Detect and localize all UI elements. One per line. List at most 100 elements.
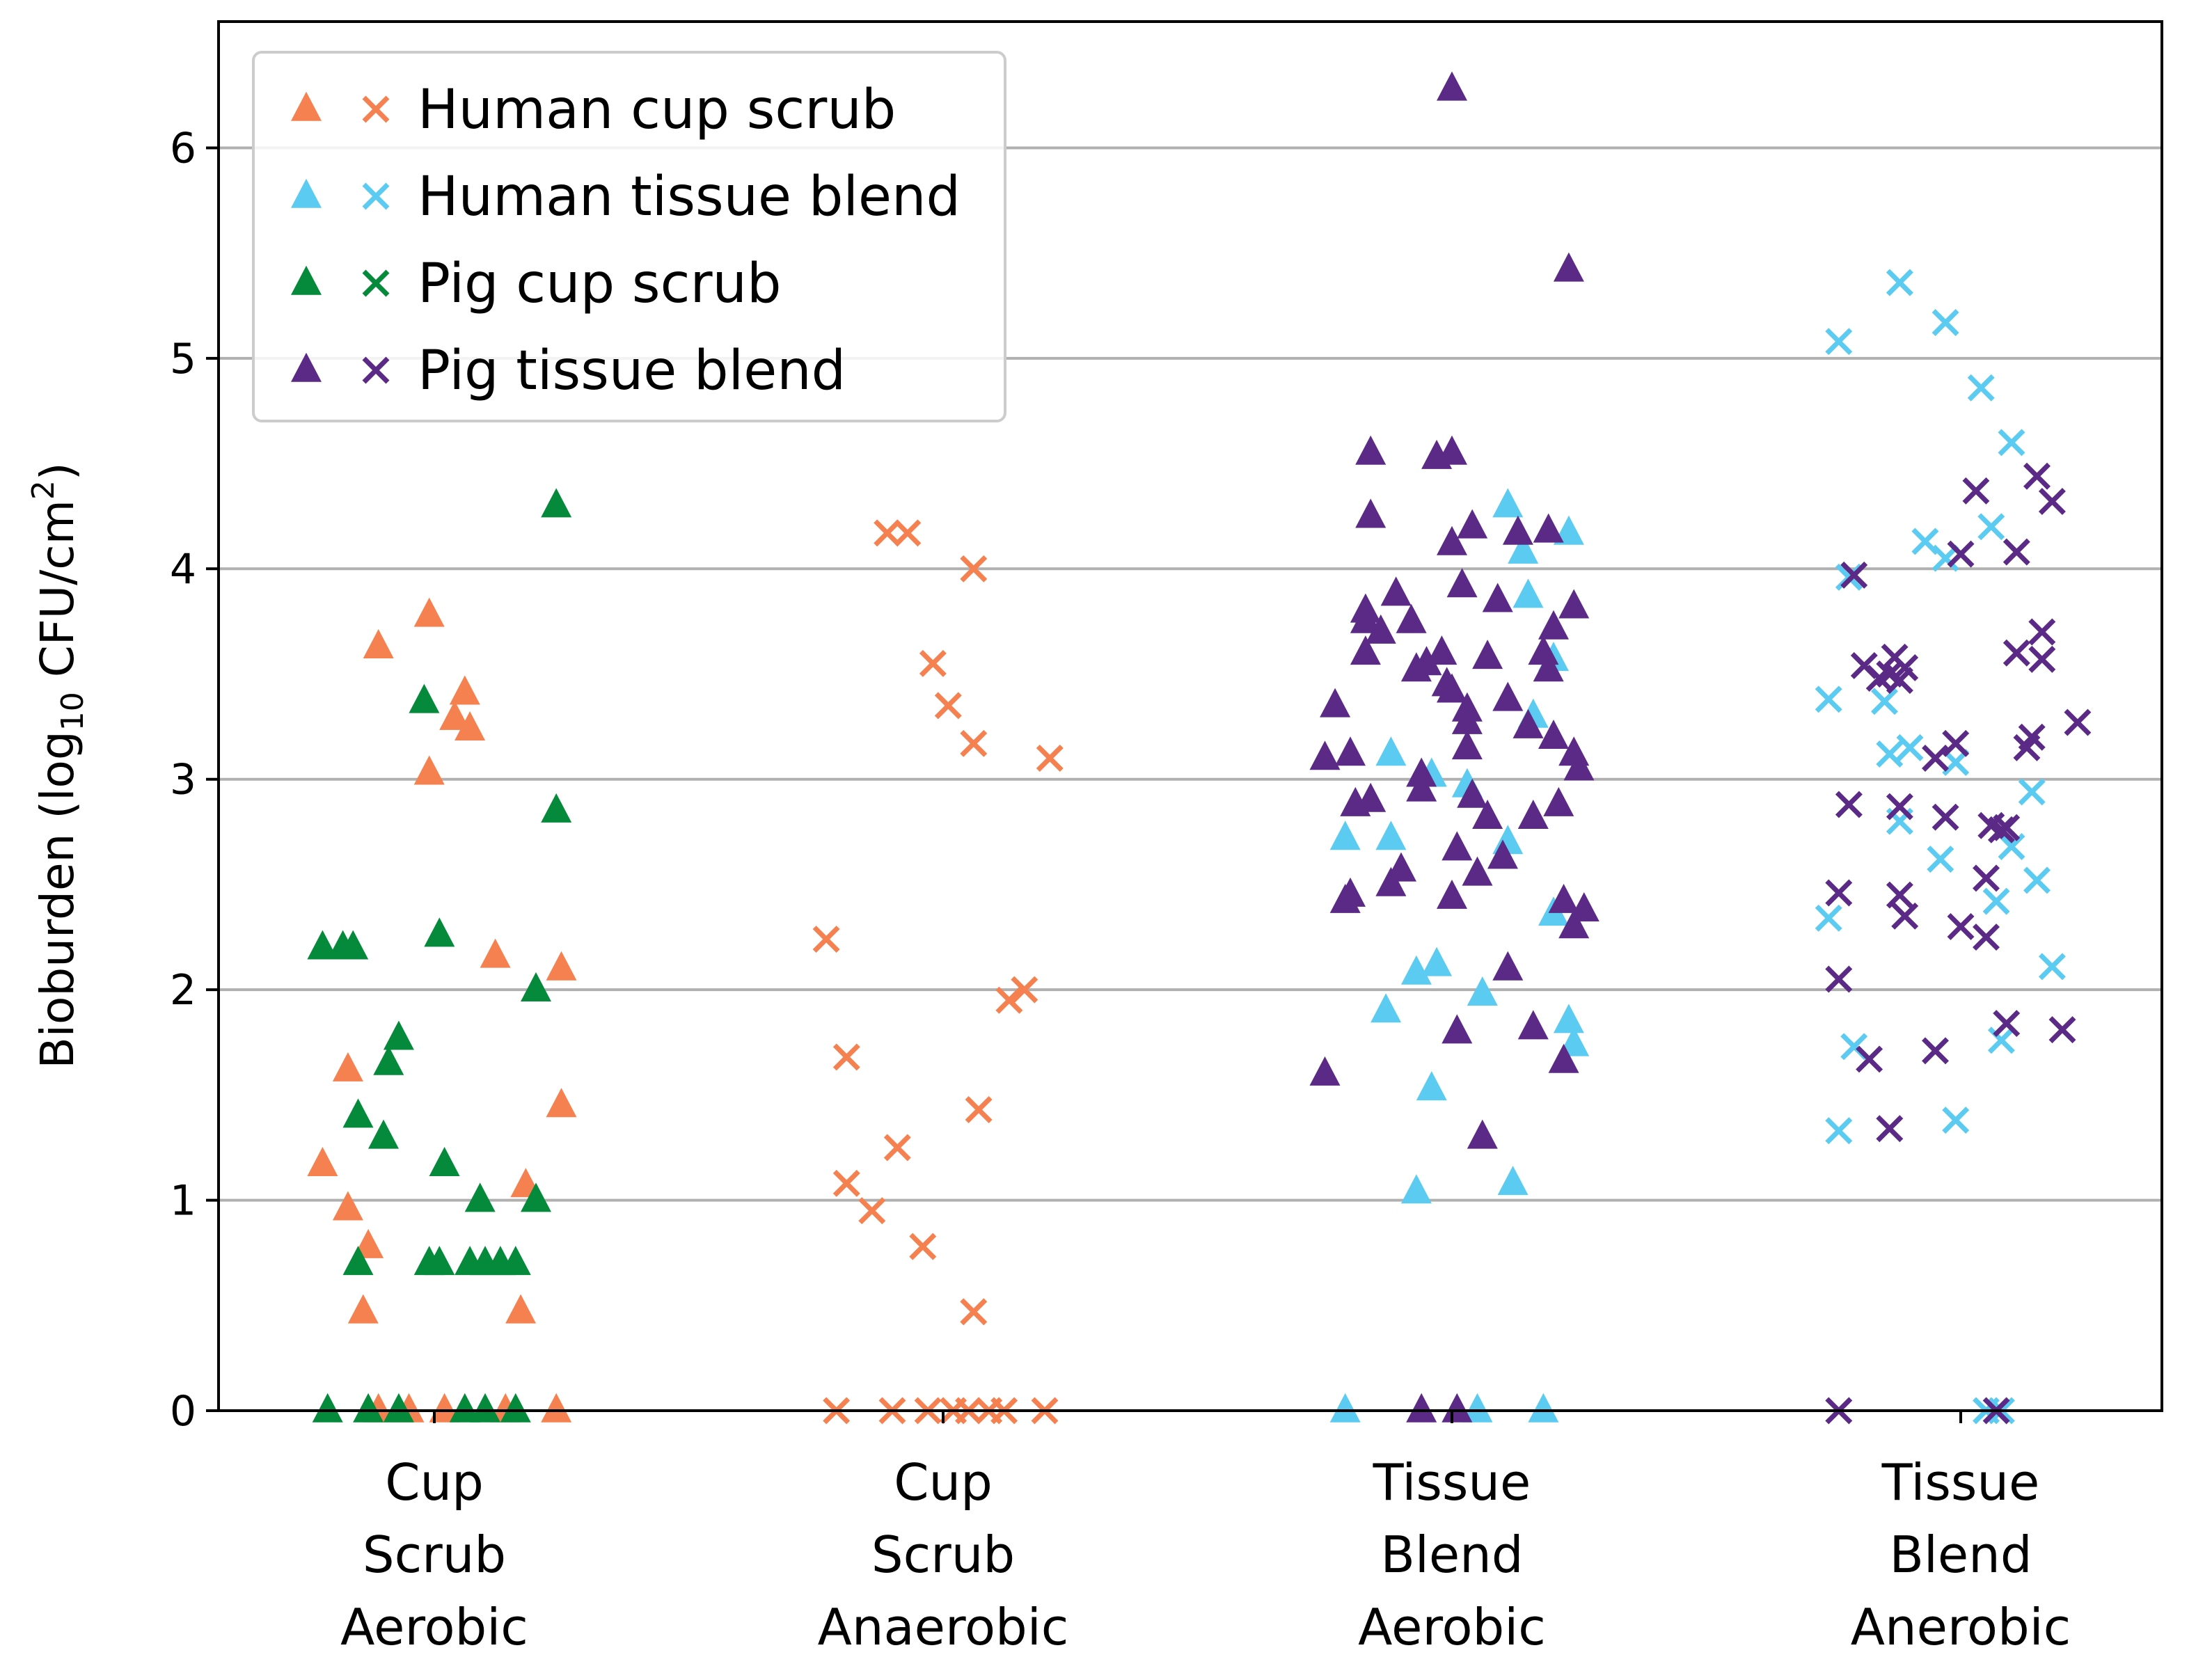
y-axis-ticks: 0 1 2 3 4 5 6: [170, 124, 219, 1436]
x-axis-ticks: Cup Scrub Aerobic Cup Scrub Anaerobic Tissue Bl…: [340, 1411, 2071, 1656]
point-pig-tissue-blend-tissue_anaerobic: [1942, 729, 1970, 757]
y-tick-label-0: 0: [170, 1387, 196, 1436]
y-axis-label: Bioburden (log10 CFU/cm2): [26, 462, 90, 1068]
point-pig-tissue-blend-tissue_aerobic: [1386, 852, 1416, 882]
point-human-tissue-blend-tissue_anaerobic: [2023, 866, 2051, 894]
point-human-cup-scrub-cup_anaerobic: [995, 986, 1023, 1014]
point-pig-tissue-blend-tissue_aerobic: [1502, 515, 1533, 545]
point-human-cup-scrub-cup_anaerobic: [874, 519, 901, 547]
point-pig-tissue-blend-tissue_aerobic: [1355, 435, 1387, 465]
point-human-tissue-blend-tissue_anaerobic: [1876, 740, 1904, 768]
point-human-tissue-blend-tissue_anaerobic: [2038, 953, 2066, 981]
point-human-tissue-blend-tissue_aerobic: [1329, 1393, 1361, 1423]
category-label-0: Cup Scrub Aerobic: [340, 1453, 528, 1656]
category-label-1: Cup Scrub Anaerobic: [818, 1453, 1069, 1656]
legend-x-pig-cup-scrub: [362, 269, 390, 297]
point-pig-cup-scrub-cup_aerobic: [373, 1045, 404, 1075]
category-label-line: Cup: [894, 1453, 993, 1512]
point-pig-cup-scrub-cup_aerobic: [521, 1182, 551, 1212]
point-human-tissue-blend-tissue_aerobic: [1416, 1071, 1447, 1101]
point-pig-tissue-blend-tissue_anaerobic: [1825, 965, 1853, 993]
point-pig-cup-scrub-cup_aerobic: [383, 1020, 414, 1050]
point-human-tissue-blend-tissue_aerobic: [1400, 955, 1432, 985]
point-pig-tissue-blend-tissue_anaerobic: [2038, 488, 2066, 516]
point-pig-tissue-blend-tissue_aerobic: [1451, 704, 1483, 734]
category-label-line: Anaerobic: [818, 1598, 1069, 1656]
point-human-tissue-blend-tissue_aerobic: [1400, 1174, 1432, 1204]
point-pig-tissue-blend-tissue_anaerobic: [2023, 462, 2051, 490]
point-pig-tissue-blend-tissue_aerobic: [1406, 772, 1437, 802]
point-human-cup-scrub-cup_aerobic: [332, 1191, 363, 1221]
point-pig-tissue-blend-tissue_aerobic: [1446, 568, 1478, 598]
point-human-cup-scrub-cup_aerobic: [546, 1088, 577, 1118]
point-pig-tissue-blend-tissue_aerobic: [1558, 909, 1590, 939]
point-pig-tissue-blend-tissue_aerobic: [1482, 583, 1513, 612]
legend-label-human-cup-scrub: Human cup scrub: [418, 79, 896, 141]
point-human-cup-scrub-cup_aerobic: [429, 1393, 460, 1423]
category-label-line: Cup: [385, 1453, 484, 1512]
point-pig-tissue-blend-tissue_anaerobic: [1947, 912, 1975, 940]
point-pig-cup-scrub-cup_aerobic: [353, 1393, 384, 1423]
point-human-tissue-blend-tissue_aerobic: [1497, 1166, 1528, 1196]
point-pig-tissue-blend-tissue_aerobic: [1543, 786, 1574, 816]
point-human-cup-scrub-cup_anaerobic: [894, 519, 922, 547]
point-pig-tissue-blend-tissue_anaerobic: [1825, 879, 1853, 907]
point-pig-tissue-blend-tissue_aerobic: [1355, 498, 1387, 528]
point-human-tissue-blend-tissue_anaerobic: [1942, 1107, 1970, 1134]
legend: Human cup scrub Human tissue blend Pig cup…: [252, 51, 1006, 422]
point-pig-tissue-blend-tissue_aerobic: [1355, 782, 1387, 812]
point-pig-tissue-blend-tissue_aerobic: [1309, 740, 1341, 770]
point-human-tissue-blend-tissue_aerobic: [1553, 515, 1584, 545]
point-pig-cup-scrub-cup_aerobic: [541, 793, 572, 823]
point-human-tissue-blend-tissue_aerobic: [1375, 821, 1407, 850]
point-pig-tissue-blend-tissue_anaerobic: [1886, 793, 1913, 821]
category-label-line: Blend: [1380, 1526, 1523, 1584]
point-pig-tissue-blend-tissue_aerobic: [1517, 799, 1549, 829]
point-human-tissue-blend-tissue_anaerobic: [1927, 846, 1954, 873]
point-pig-tissue-blend-tissue_aerobic: [1437, 525, 1467, 555]
point-pig-tissue-blend-tissue_anaerobic: [1835, 791, 1863, 818]
point-pig-tissue-blend-tissue_aerobic: [1335, 736, 1366, 766]
point-pig-tissue-blend-tissue_aerobic: [1451, 730, 1483, 760]
point-pig-cup-scrub-cup_aerobic: [424, 917, 455, 947]
point-pig-cup-scrub-cup_aerobic: [541, 488, 572, 518]
point-pig-tissue-blend-tissue_aerobic: [1406, 1393, 1437, 1423]
point-human-cup-scrub-cup_aerobic: [546, 951, 577, 981]
point-pig-tissue-blend-tissue_aerobic: [1472, 640, 1503, 669]
point-pig-tissue-blend-tissue_aerobic: [1487, 839, 1518, 869]
point-pig-tissue-blend-tissue_aerobic: [1350, 593, 1381, 623]
point-human-cup-scrub-cup_anaerobic: [858, 1197, 886, 1225]
point-human-tissue-blend-tissue_anaerobic: [2018, 778, 2046, 806]
legend-label-pig-tissue-blend: Pig tissue blend: [418, 340, 846, 402]
point-pig-tissue-blend-tissue_anaerobic: [1993, 814, 2021, 841]
category-label-line: Anerobic: [1851, 1598, 2071, 1656]
point-human-tissue-blend-tissue_anaerobic: [1998, 833, 2025, 860]
point-human-cup-scrub-cup_aerobic: [347, 1294, 379, 1324]
point-human-cup-scrub-cup_anaerobic: [919, 649, 947, 677]
point-human-tissue-blend-tissue_aerobic: [1553, 1004, 1584, 1033]
point-human-tissue-blend-tissue_aerobic: [1492, 488, 1524, 518]
y-tick-label-3: 3: [170, 756, 196, 805]
point-pig-tissue-blend-tissue_aerobic: [1320, 688, 1351, 718]
point-pig-tissue-blend-tissue_anaerobic: [1932, 803, 1959, 831]
point-pig-tissue-blend-tissue_anaerobic: [1891, 902, 1919, 930]
point-human-cup-scrub-cup_anaerobic: [960, 1298, 988, 1326]
point-pig-tissue-blend-tissue_aerobic: [1568, 892, 1599, 922]
point-pig-tissue-blend-tissue_aerobic: [1365, 614, 1396, 644]
point-human-cup-scrub-cup_aerobic: [332, 1052, 363, 1081]
point-pig-tissue-blend-tissue_anaerobic: [2064, 708, 2092, 736]
point-pig-tissue-blend-tissue_anaerobic: [1922, 745, 1949, 772]
legend-box: [252, 51, 1006, 422]
category-label-line: Blend: [1889, 1526, 2032, 1584]
legend-x-human-tissue-blend: [362, 182, 390, 210]
point-human-cup-scrub-cup_anaerobic: [1036, 745, 1064, 772]
point-pig-tissue-blend-tissue_aerobic: [1441, 1014, 1473, 1044]
category-label-line: Scrub: [871, 1526, 1015, 1584]
y-tick-label-6: 6: [170, 124, 196, 173]
point-pig-tissue-blend-tissue_anaerobic: [1973, 864, 2000, 892]
point-pig-tissue-blend-tissue_anaerobic: [1922, 1037, 1949, 1065]
y-tick-label-4: 4: [170, 545, 196, 594]
point-pig-tissue-blend-tissue_aerobic: [1437, 673, 1467, 703]
point-human-tissue-blend-tissue_anaerobic: [1896, 734, 1924, 761]
point-pig-cup-scrub-cup_aerobic: [500, 1246, 531, 1276]
